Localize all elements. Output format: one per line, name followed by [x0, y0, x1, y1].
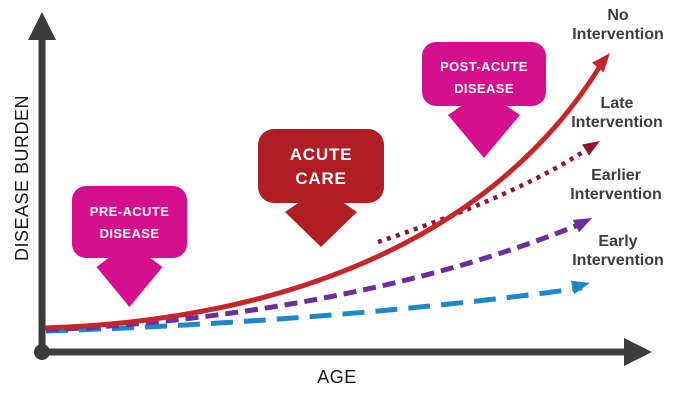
callout-text-line2: DISEASE — [454, 81, 514, 96]
curve-no-intervention — [41, 60, 605, 331]
curve-early-arrowhead-icon — [570, 280, 590, 295]
callout-text-line1: POST-ACUTE — [440, 59, 528, 74]
axis-origin-dot — [34, 344, 50, 360]
y-axis-arrowhead-icon — [28, 12, 56, 40]
callout-acute-care: ACUTE CARE — [258, 129, 384, 247]
curve-late-intervention — [377, 144, 594, 245]
curve-label-line1: Late — [600, 95, 634, 112]
x-axis-arrowhead-icon — [624, 338, 652, 366]
curve-label-line1: Early — [598, 233, 638, 250]
curve-late-arrowhead-icon — [582, 141, 600, 156]
callout-down-arrow-icon — [285, 197, 357, 247]
callout-down-arrow-icon — [96, 252, 163, 307]
callout-box — [258, 129, 384, 203]
curve-label-line2: Intervention — [571, 114, 663, 131]
curve-early-intervention — [45, 285, 583, 334]
callout-text-line2: CARE — [295, 169, 346, 188]
curve-earlier-arrowhead-icon — [572, 218, 592, 233]
curve-label-no-intervention: No Intervention — [557, 6, 679, 44]
callout-text-line1: ACUTE — [290, 145, 353, 164]
curve-label-line2: Intervention — [570, 186, 662, 203]
curve-label-earlier-intervention: Earlier Intervention — [555, 166, 677, 204]
x-axis-label: AGE — [317, 367, 357, 387]
callout-box — [72, 186, 187, 258]
curve-group — [41, 53, 610, 334]
axes-group — [28, 12, 652, 366]
y-axis-label: DISEASE BURDEN — [12, 94, 32, 262]
curve-label-early-intervention: Early Intervention — [557, 232, 679, 270]
curve-label-line1: No — [607, 7, 629, 24]
curve-label-line2: Intervention — [572, 252, 664, 269]
callout-text-line2: DISEASE — [100, 226, 160, 241]
callout-post-acute-disease: POST-ACUTE DISEASE — [422, 42, 546, 158]
callout-text-line1: PRE-ACUTE — [90, 204, 169, 219]
callout-down-arrow-icon — [448, 100, 520, 158]
callout-pre-acute-disease: PRE-ACUTE DISEASE — [72, 186, 187, 307]
curve-no-arrowhead-icon — [592, 53, 610, 73]
curve-label-line2: Intervention — [572, 26, 664, 43]
callout-box — [422, 42, 546, 106]
curve-label-line1: Earlier — [591, 167, 641, 184]
curve-label-late-intervention: Late Intervention — [556, 94, 678, 132]
